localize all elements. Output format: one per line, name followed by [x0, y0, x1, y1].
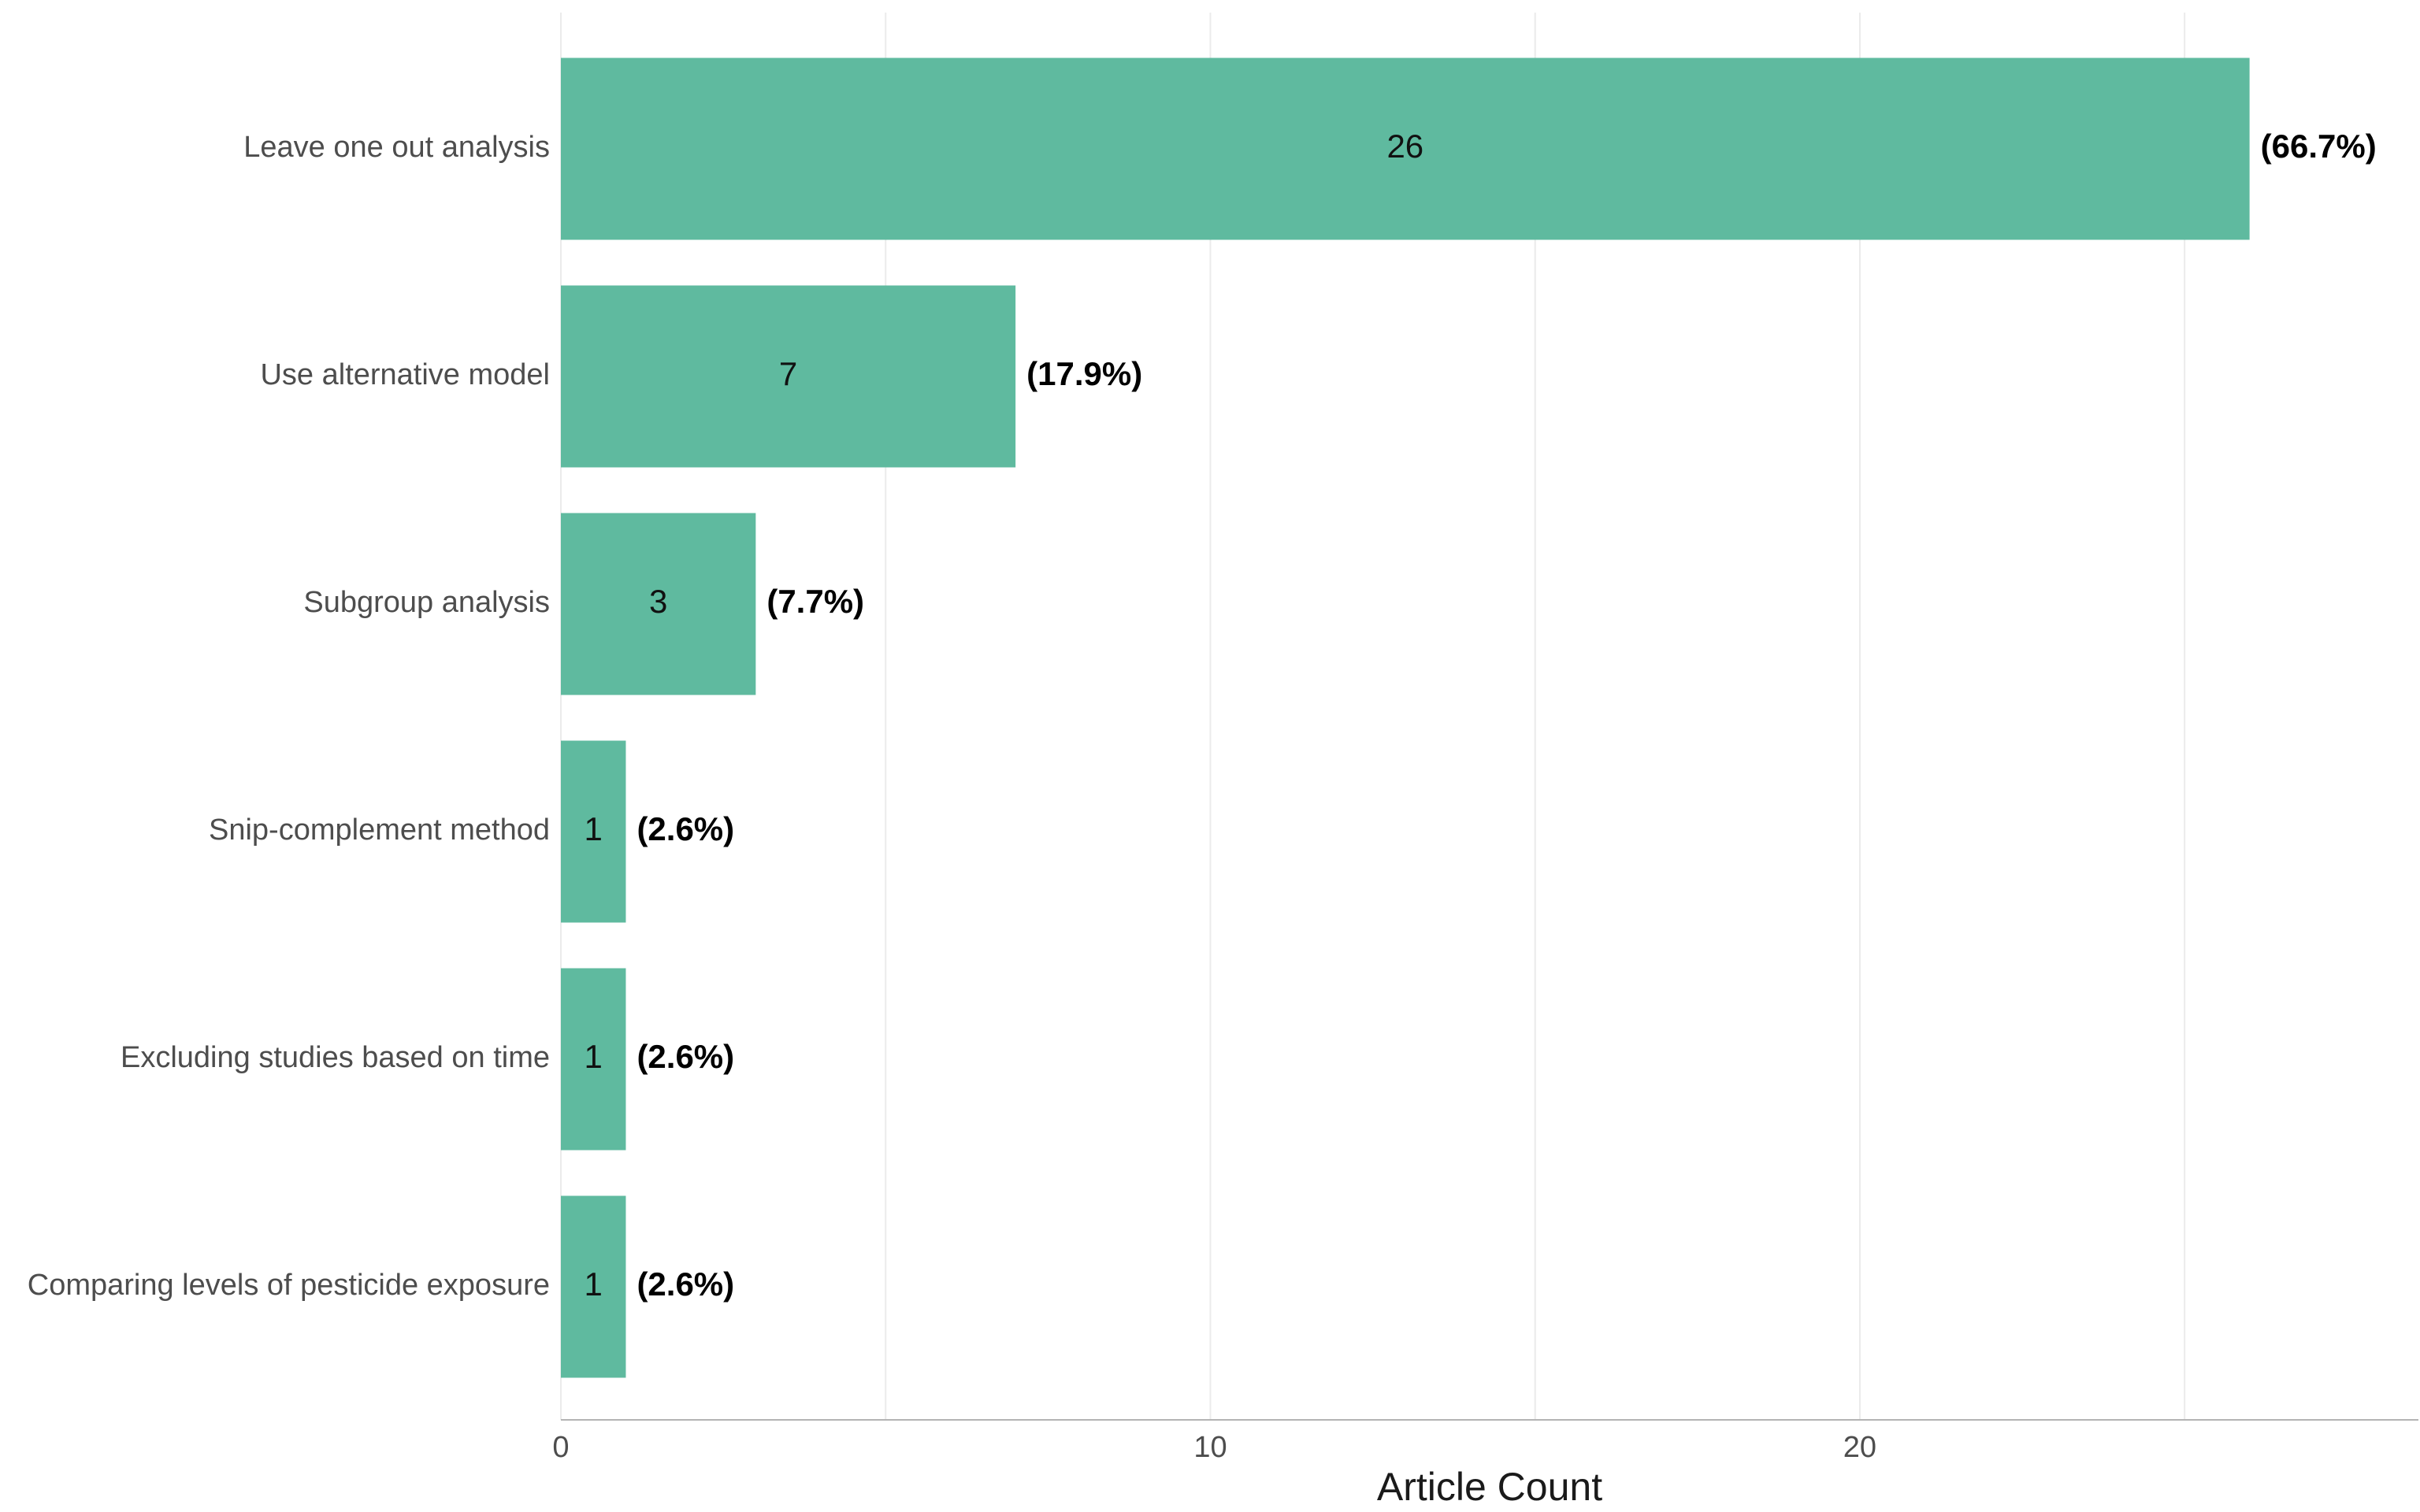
percent-label: (17.9%)	[1026, 355, 1142, 392]
category-labels: Leave one out analysis Use alternative mo…	[28, 131, 550, 1302]
bar	[561, 968, 626, 1151]
bar	[561, 740, 626, 923]
percent-label: (66.7%)	[2261, 128, 2377, 165]
percent-labels: (66.7%) (17.9%) (7.7%) (2.6%) (2.6%) (2.6%)	[637, 128, 2376, 1303]
bar-value-label: 7	[779, 355, 797, 392]
bar	[561, 1195, 626, 1378]
category-label: Subgroup analysis	[303, 586, 550, 619]
bar-value-label: 1	[585, 1038, 603, 1075]
x-tick-label: 0	[552, 1431, 569, 1464]
bar	[561, 513, 756, 695]
percent-label: (2.6%)	[637, 810, 734, 847]
bar-value-label: 26	[1386, 128, 1423, 165]
bar-value-label: 1	[585, 810, 603, 847]
x-tick-labels: 0 10 20	[552, 1431, 1876, 1464]
bars	[561, 57, 2250, 1378]
x-axis-title: Article Count	[1377, 1465, 1602, 1509]
bar	[561, 57, 2250, 240]
category-label: Comparing levels of pesticide exposure	[28, 1269, 550, 1302]
category-label: Snip-complement method	[209, 813, 550, 847]
bar	[561, 285, 1016, 468]
percent-label: (7.7%)	[766, 583, 864, 620]
value-labels: 26 7 3 1 1 1	[585, 128, 1424, 1303]
gridlines	[560, 13, 2186, 1420]
category-label: Excluding studies based on time	[121, 1041, 550, 1074]
bar-value-label: 1	[585, 1266, 603, 1303]
bar-value-label: 3	[649, 583, 667, 620]
category-label: Use alternative model	[260, 358, 550, 391]
percent-label: (2.6%)	[637, 1266, 734, 1303]
x-tick-label: 10	[1193, 1431, 1227, 1464]
category-label: Leave one out analysis	[243, 131, 550, 164]
percent-label: (2.6%)	[637, 1038, 734, 1075]
x-tick-label: 20	[1843, 1431, 1876, 1464]
